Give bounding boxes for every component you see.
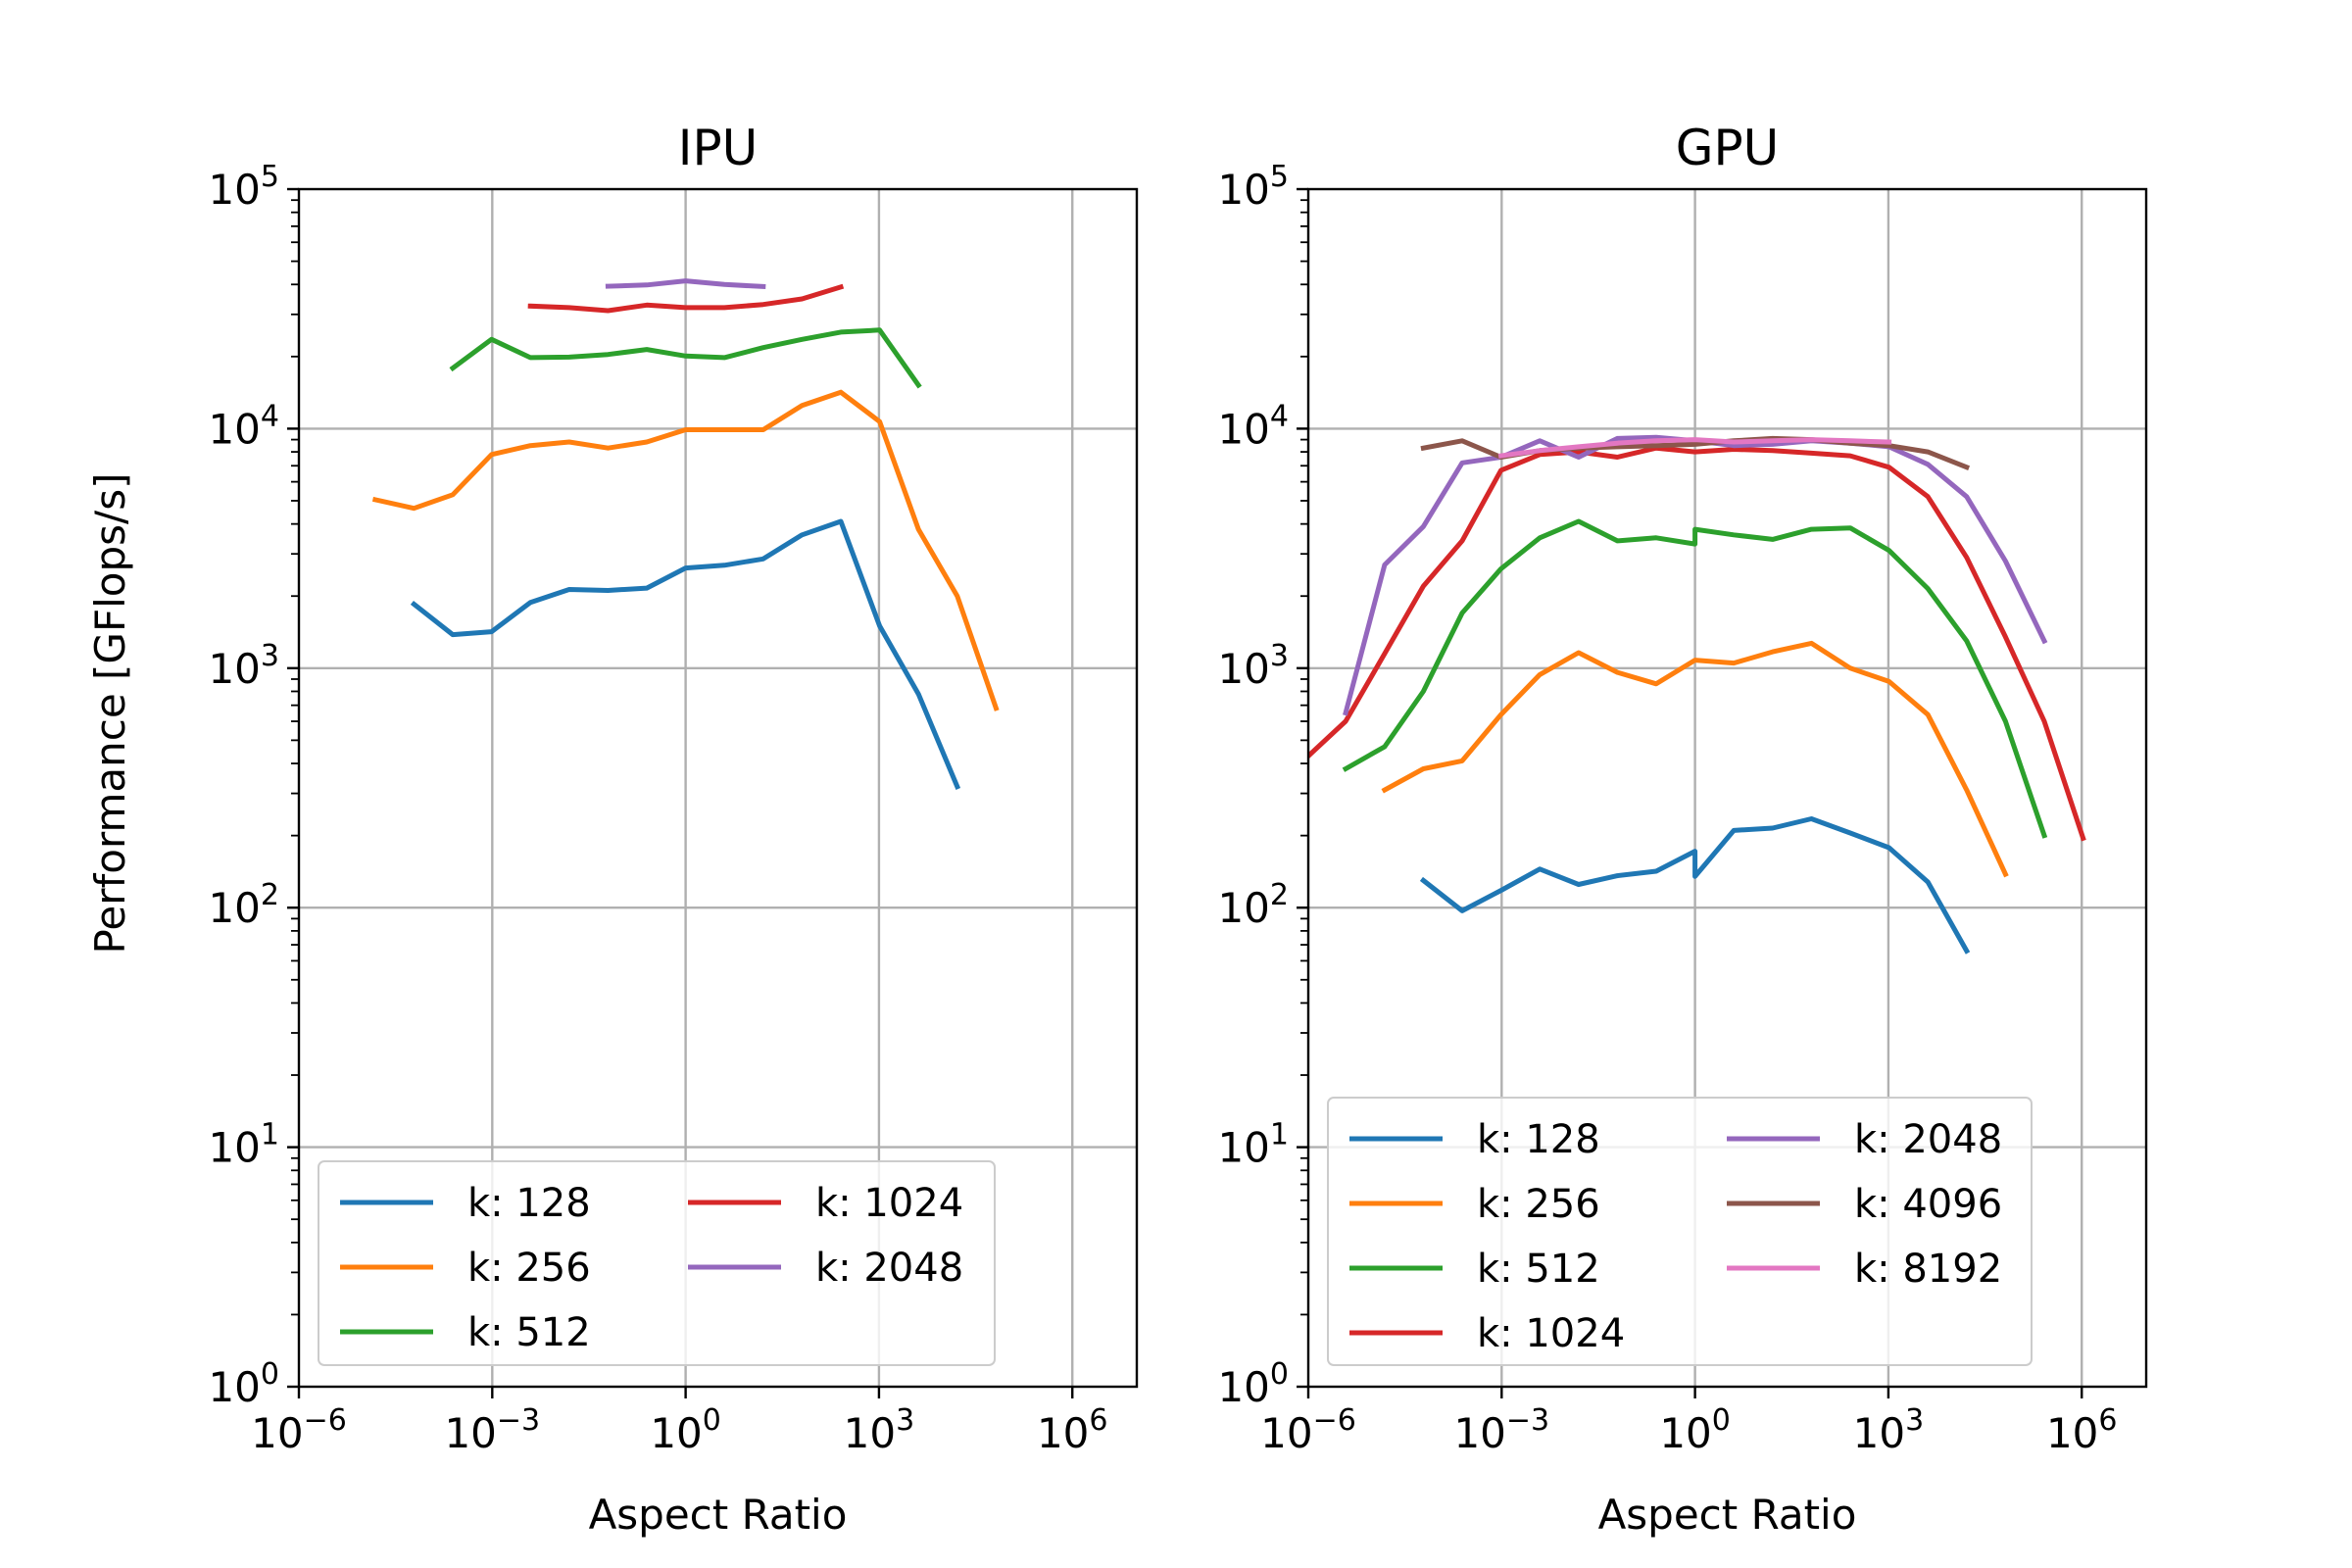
series-lines xyxy=(371,278,1000,790)
x-tick-label: 10−3 xyxy=(444,1403,540,1457)
legend-label: k: 1024 xyxy=(815,1181,963,1226)
legend-label: k: 512 xyxy=(467,1310,591,1355)
x-axis-label: Aspect Ratio xyxy=(1598,1491,1857,1539)
series-line-k1024 xyxy=(1308,445,2086,842)
legend-box xyxy=(1327,1097,2033,1366)
series-line-k128 xyxy=(1419,816,1971,955)
legend-label: k: 256 xyxy=(467,1246,591,1291)
series-lines xyxy=(1308,434,2086,955)
legend-label: k: 1024 xyxy=(1477,1311,1625,1356)
x-tick-label: 100 xyxy=(650,1403,721,1457)
series-line-k8192 xyxy=(1497,437,1892,459)
y-tick-label: 102 xyxy=(208,878,279,932)
x-tick-label: 10−6 xyxy=(1260,1403,1356,1457)
y-tick-label: 103 xyxy=(208,639,279,693)
x-tick-label: 10−6 xyxy=(251,1403,347,1457)
legend-label: k: 256 xyxy=(1477,1182,1600,1227)
chart-title: IPU xyxy=(678,120,759,176)
x-tick-label: 10−3 xyxy=(1453,1403,1549,1457)
x-tick-label: 106 xyxy=(2046,1403,2118,1457)
legend-label: k: 8192 xyxy=(1854,1247,2002,1292)
series-line-k2048 xyxy=(605,278,766,290)
legend-label: k: 4096 xyxy=(1854,1182,2002,1227)
y-tick-label: 105 xyxy=(208,160,279,214)
y-tick-label: 100 xyxy=(208,1357,279,1411)
panel-ipu: 10−6 10−3 100 103 106 100 101 102 103 104 105 IPU As… xyxy=(208,120,1139,1539)
panel-gpu: 10−6 10−3 100 103 106 100 101 102 103 104 105 GPU As… xyxy=(1217,120,2148,1539)
x-tick-label: 106 xyxy=(1037,1403,1108,1457)
y-tick-label: 104 xyxy=(208,399,279,453)
y-tick-label: 104 xyxy=(1217,399,1289,453)
legend-label: k: 2048 xyxy=(1854,1117,2002,1162)
legend-label: k: 2048 xyxy=(815,1246,963,1291)
x-tick-label: 103 xyxy=(844,1403,915,1457)
legend: k: 128 k: 256 k: 512 k: 1024 k: 2048 xyxy=(318,1160,996,1366)
x-axis-label: Aspect Ratio xyxy=(589,1491,848,1539)
legend-label: k: 512 xyxy=(1477,1247,1600,1292)
series-line-k128 xyxy=(410,518,961,790)
y-tick-label: 100 xyxy=(1217,1357,1289,1411)
x-tick-label: 100 xyxy=(1659,1403,1731,1457)
y-axis-label: Performance [GFlops/s] xyxy=(86,473,134,955)
x-tick-label: 103 xyxy=(1853,1403,1925,1457)
legend-box xyxy=(318,1160,996,1366)
y-tick-label: 101 xyxy=(1217,1118,1289,1172)
plot-frame xyxy=(1306,187,2148,1389)
series-line-k256 xyxy=(371,389,1000,711)
y-tick-label: 105 xyxy=(1217,160,1289,214)
y-tick-label: 103 xyxy=(1217,639,1289,693)
series-line-k1024 xyxy=(527,283,845,314)
legend: k: 128 k: 256 k: 512 k: 1024 k: 2048 k: 4096 k… xyxy=(1327,1097,2033,1366)
chart-title: GPU xyxy=(1676,120,1780,176)
legend-label: k: 128 xyxy=(467,1181,591,1226)
series-line-k256 xyxy=(1381,640,2009,878)
series-line-k512 xyxy=(449,327,922,389)
y-tick-label: 102 xyxy=(1217,878,1289,932)
legend-label: k: 128 xyxy=(1477,1117,1600,1162)
y-tick-label: 101 xyxy=(208,1118,279,1172)
series-line-k512 xyxy=(1342,518,2048,839)
plot-frame xyxy=(297,187,1139,1389)
